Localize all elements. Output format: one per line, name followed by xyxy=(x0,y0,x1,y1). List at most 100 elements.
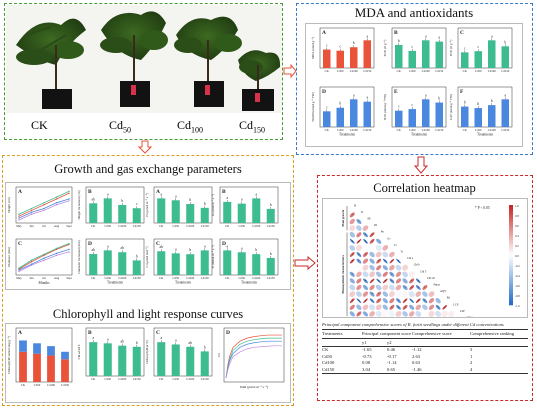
x-tick-label: Cd50 xyxy=(475,69,482,73)
significance-star: * xyxy=(352,259,354,263)
correlation-ellipse xyxy=(362,304,369,311)
pca-sub-y2: y2 xyxy=(387,339,392,345)
data-point xyxy=(68,248,70,251)
bar-subplot: D Tr (mmol m⁻² s⁻¹) a CK a Cd50 b Cd100 b Cd150 Tr… xyxy=(211,238,279,285)
significance-star: * xyxy=(358,239,360,243)
bar xyxy=(237,252,246,275)
x-axis-label: PAR (μmol m⁻² s⁻¹) xyxy=(240,385,268,389)
correlation-ellipse xyxy=(356,218,362,225)
correlation-ellipse xyxy=(435,304,441,310)
group-label: Plant growth xyxy=(341,210,345,227)
significance-star: * xyxy=(378,292,380,296)
pca-table: Principal component comprehensive scores… xyxy=(322,322,528,398)
bar xyxy=(323,49,331,68)
axis-frame xyxy=(85,327,145,377)
axis-frame xyxy=(219,186,279,224)
significance-label: b xyxy=(189,248,191,252)
correlation-ellipse xyxy=(362,311,369,317)
significance-label: ab xyxy=(121,340,125,344)
correlation-ellipse xyxy=(382,304,388,310)
significance-label: b xyxy=(121,199,123,203)
bar xyxy=(89,342,98,376)
y-axis-label: Gs (mol m⁻² s⁻¹) xyxy=(211,194,215,216)
significance-label: b xyxy=(204,345,206,349)
bar xyxy=(474,51,482,68)
correlation-ellipse xyxy=(362,284,369,291)
x-tick-label: Cd50 xyxy=(172,224,179,228)
correlation-ellipse xyxy=(356,311,362,317)
scale-swatch xyxy=(509,217,513,221)
bar-subplot: C Ci (μmol mol⁻¹) ab CK a Cd50 b Cd100 a Cd150 Tre… xyxy=(145,238,213,285)
significance-star: * xyxy=(365,279,367,283)
pca-cell-cs: 0.63 xyxy=(412,360,421,366)
data-point xyxy=(55,254,58,257)
x-tick-label: Cd150 xyxy=(363,69,372,73)
bar-subplot: A Pn (μmol m⁻² s⁻¹) a CK a Cd50 b Cd100 b Cd150 xyxy=(145,186,213,228)
x-axis-label: Treatments xyxy=(477,133,494,137)
data-point xyxy=(18,219,20,221)
correlation-ellipse xyxy=(363,238,368,244)
y-axis-label: POD (nmol g⁻¹ FW) xyxy=(383,94,387,120)
bar xyxy=(223,250,232,275)
pca-cell-cs: -1.12 xyxy=(412,347,422,353)
bar xyxy=(336,50,344,68)
correlation-ellipse xyxy=(448,310,455,317)
correlation-ellipse xyxy=(382,271,388,277)
correlation-ellipse xyxy=(355,264,363,271)
chloro-chart-frame: A Chlorophyll content (mg g⁻¹) CK Cd50 Cd100… xyxy=(5,323,291,403)
correlation-ellipse xyxy=(376,298,382,304)
correlation-ellipse xyxy=(376,238,382,244)
correlation-ellipse xyxy=(402,271,408,278)
significance-label: a xyxy=(160,192,162,196)
correlation-ellipse xyxy=(388,291,395,298)
correlation-ellipse xyxy=(401,290,409,298)
scale-swatch xyxy=(509,282,513,286)
correlation-ellipse xyxy=(368,244,376,252)
correlation-heatmap: H D * HI * DI Pn * * Gs * * * * Ci Tr * * * Chl a * * * * * * Chl … xyxy=(341,204,520,357)
correlation-ellipse xyxy=(415,311,422,317)
x-tick-label: CK xyxy=(463,128,468,132)
data-point xyxy=(68,243,70,246)
bar xyxy=(488,40,496,68)
x-tick-label: Jul xyxy=(42,224,46,228)
scale-swatch xyxy=(509,232,513,236)
data-point xyxy=(30,209,33,212)
scale-tick-label: 0.4 xyxy=(515,234,519,238)
x-tick-label: Cd50 xyxy=(337,128,344,132)
subplot-letter: F xyxy=(460,89,464,95)
scale-swatch xyxy=(509,267,513,271)
correlation-ellipse xyxy=(408,271,415,278)
pca-th-ranking: Comprehensive ranking xyxy=(470,331,515,337)
scale-swatch xyxy=(509,285,513,288)
significance-star: * xyxy=(437,305,439,309)
subplot-letter: D xyxy=(88,241,92,247)
bar xyxy=(422,40,430,68)
bar xyxy=(395,44,403,68)
growth-charts: A Height (cm) May Jun Jul Aug Sept C Diameter (m… xyxy=(7,186,279,285)
correlation-ellipse xyxy=(422,284,428,291)
variable-label: DI xyxy=(374,224,377,227)
bar-chl-b xyxy=(61,351,69,360)
bar xyxy=(237,203,246,223)
response-curve xyxy=(225,345,282,379)
correlation-ellipse xyxy=(396,304,401,310)
pca-sub-y1: y1 xyxy=(362,339,367,345)
significance-label: a xyxy=(241,246,243,250)
y-axis-label: Pn xyxy=(217,353,221,357)
correlation-ellipse xyxy=(389,258,395,264)
significance-star: * xyxy=(352,272,354,276)
x-tick-label: CK xyxy=(225,276,230,280)
scale-swatch xyxy=(509,222,513,226)
pca-cell-cs: 2.63 xyxy=(412,353,421,359)
bar xyxy=(435,41,443,68)
correlation-ellipse xyxy=(375,304,382,311)
scale-swatch xyxy=(509,265,513,268)
bar xyxy=(363,101,371,127)
significance-star: * xyxy=(358,220,360,224)
significance-label: a xyxy=(504,93,506,97)
data-point xyxy=(43,254,45,257)
correlation-ellipse xyxy=(382,310,389,318)
pca-cell-y1: -0.73 xyxy=(362,353,372,359)
significance-star: * xyxy=(398,305,400,309)
correlation-ellipse xyxy=(362,244,369,252)
